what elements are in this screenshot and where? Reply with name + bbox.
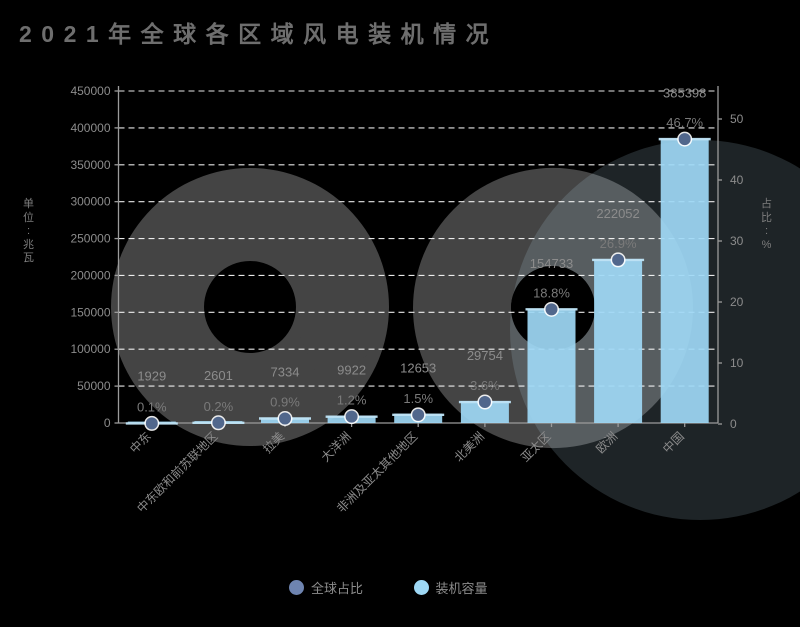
svg-text:1.5%: 1.5% — [403, 391, 433, 406]
svg-text:350000: 350000 — [70, 158, 110, 172]
svg-text:9922: 9922 — [337, 363, 366, 378]
svg-text:400000: 400000 — [70, 121, 110, 135]
svg-text:46.7%: 46.7% — [666, 115, 703, 130]
svg-text:1.2%: 1.2% — [337, 393, 367, 408]
svg-text:2601: 2601 — [204, 368, 233, 383]
svg-text:12653: 12653 — [400, 361, 436, 376]
svg-text:0: 0 — [104, 416, 111, 430]
svg-text:0: 0 — [730, 417, 737, 431]
svg-text:300000: 300000 — [70, 195, 110, 209]
svg-text:北美洲: 北美洲 — [452, 429, 487, 464]
svg-text:0.2%: 0.2% — [204, 399, 234, 414]
svg-text:26.9%: 26.9% — [600, 236, 637, 251]
svg-text:222052: 222052 — [596, 206, 639, 221]
svg-text:40: 40 — [730, 173, 744, 187]
svg-text:10: 10 — [730, 356, 744, 370]
svg-text:150000: 150000 — [70, 305, 110, 319]
svg-text:0.1%: 0.1% — [137, 399, 167, 414]
svg-text:7334: 7334 — [271, 365, 300, 380]
svg-text:250000: 250000 — [70, 232, 110, 246]
svg-text:154733: 154733 — [530, 256, 573, 271]
svg-text:20: 20 — [730, 295, 744, 309]
svg-text:450000: 450000 — [70, 84, 110, 98]
svg-text:200000: 200000 — [70, 268, 110, 282]
svg-text:30: 30 — [730, 234, 744, 248]
svg-text:385398: 385398 — [663, 86, 706, 101]
svg-text:18.8%: 18.8% — [533, 285, 570, 300]
svg-text:50000: 50000 — [77, 379, 111, 393]
svg-text:大洋洲: 大洋洲 — [318, 429, 354, 465]
svg-text:0.9%: 0.9% — [270, 395, 300, 410]
svg-text:1929: 1929 — [137, 369, 166, 384]
svg-text:50: 50 — [730, 112, 744, 126]
svg-text:100000: 100000 — [70, 342, 110, 356]
svg-text:中东: 中东 — [126, 429, 154, 457]
svg-text:3.6%: 3.6% — [470, 378, 500, 393]
svg-text:29754: 29754 — [467, 348, 503, 363]
